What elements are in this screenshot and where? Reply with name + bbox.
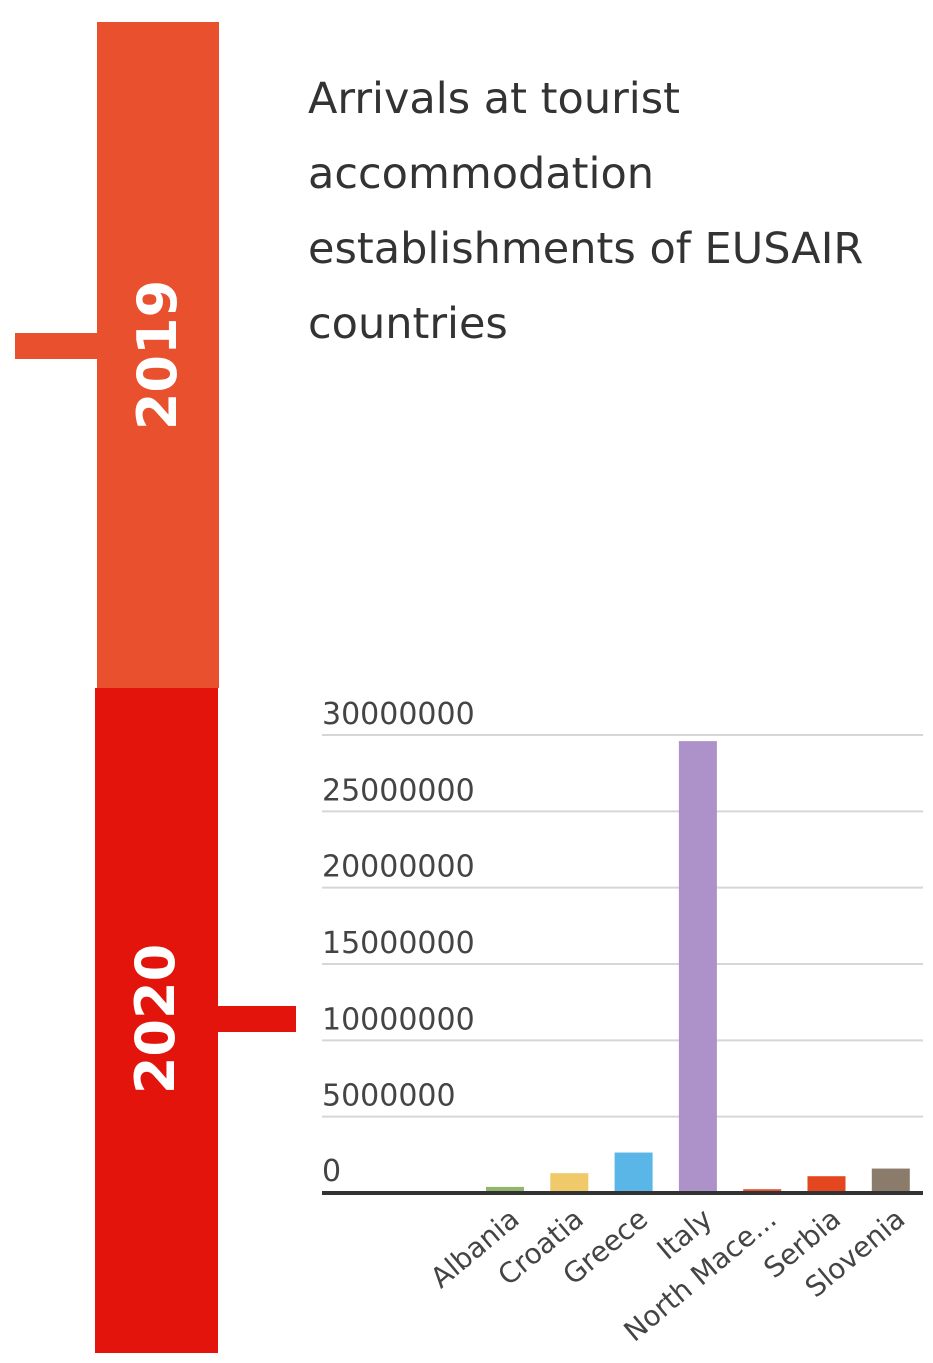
bar-0 — [486, 1186, 524, 1193]
y-tick-label-0: 30000000 — [322, 697, 475, 732]
bar-2 — [614, 1152, 653, 1193]
y-tick-label-3: 15000000 — [322, 926, 475, 961]
timeline-bar-2020 — [95, 688, 218, 1353]
chart-title: Arrivals at tourist accommodation establ… — [308, 74, 864, 349]
y-tick-label-2: 20000000 — [322, 850, 475, 885]
y-tick-label-6: 0 — [322, 1154, 341, 1189]
timeline-tick-2020 — [218, 1006, 296, 1032]
bar-1 — [550, 1173, 589, 1193]
y-tick-label-4: 10000000 — [322, 1002, 475, 1037]
y-tick-label-1: 25000000 — [322, 773, 475, 808]
bar-3 — [678, 741, 717, 1193]
timeline-bar-2019 — [97, 22, 219, 688]
timeline-tick-2019 — [15, 333, 97, 359]
y-tick-label-5: 5000000 — [322, 1079, 456, 1114]
bar-6 — [871, 1168, 910, 1193]
bar-5 — [807, 1176, 846, 1193]
